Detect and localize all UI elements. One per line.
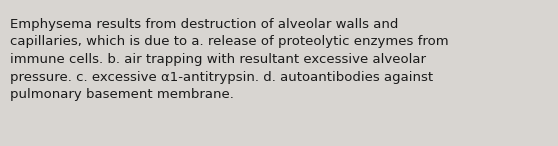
Text: Emphysema results from destruction of alveolar walls and
capillaries, which is d: Emphysema results from destruction of al… — [10, 18, 449, 101]
